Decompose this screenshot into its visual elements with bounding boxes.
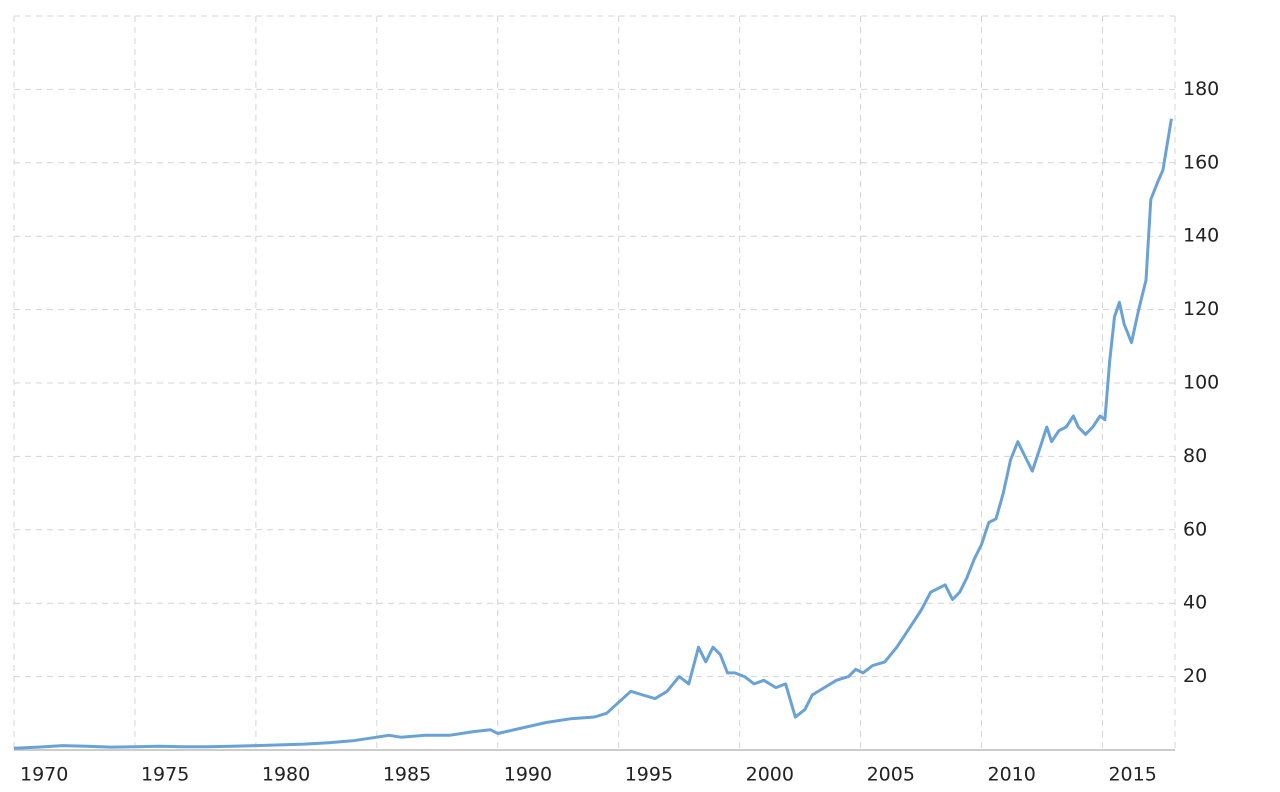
x-tick-label: 2010 xyxy=(988,764,1036,786)
y-tick-label: 160 xyxy=(1183,151,1219,173)
y-tick-label: 100 xyxy=(1183,372,1219,394)
x-tick-label: 1980 xyxy=(262,764,310,786)
y-tick-label: 40 xyxy=(1183,592,1207,614)
x-tick-label: 1990 xyxy=(504,764,552,786)
x-tick-label: 2015 xyxy=(1108,764,1156,786)
x-tick-label: 1975 xyxy=(141,764,189,786)
y-tick-label: 180 xyxy=(1183,78,1219,100)
x-tick-label: 1995 xyxy=(625,764,673,786)
x-tick-label: 1970 xyxy=(20,764,68,786)
y-tick-label: 20 xyxy=(1183,665,1207,687)
x-tick-label: 2000 xyxy=(746,764,794,786)
y-tick-label: 140 xyxy=(1183,225,1219,247)
y-tick-label: 60 xyxy=(1183,518,1207,540)
y-tick-label: 80 xyxy=(1183,445,1207,467)
line-series xyxy=(13,118,1173,750)
x-tick-label: 1985 xyxy=(383,764,431,786)
x-tick-label: 2005 xyxy=(867,764,915,786)
y-tick-label: 120 xyxy=(1183,298,1219,320)
